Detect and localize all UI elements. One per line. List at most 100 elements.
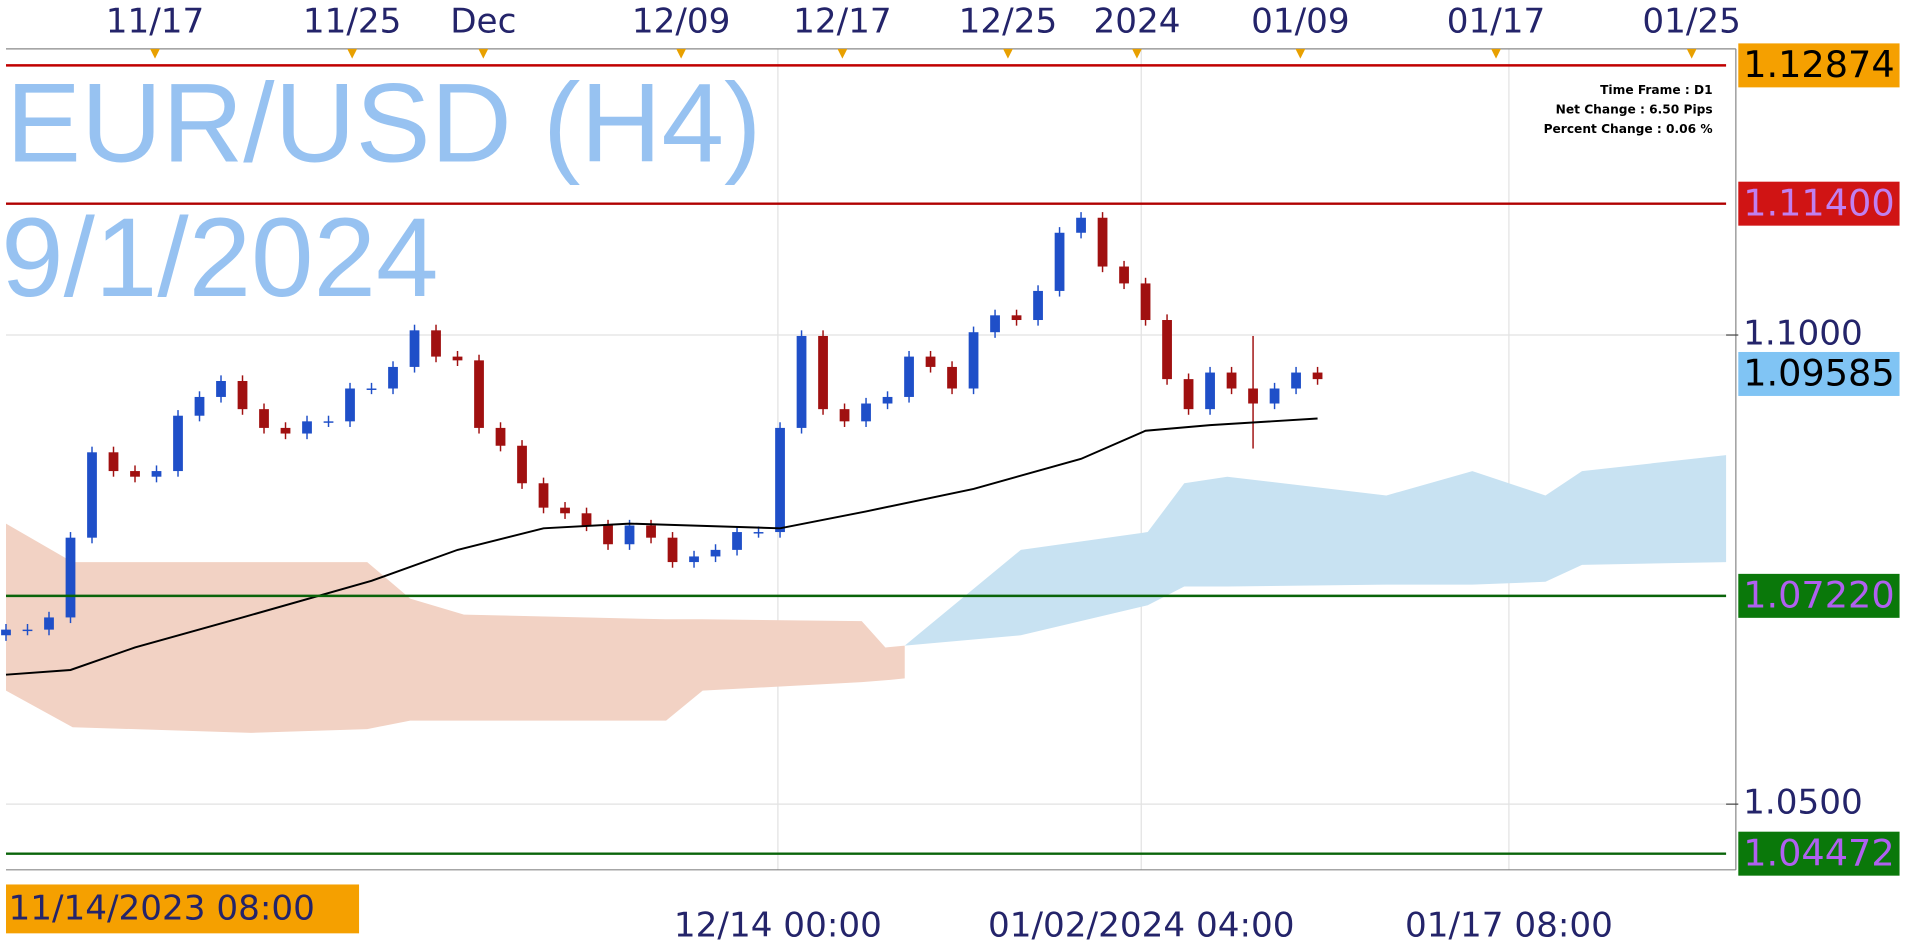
x-tick-label: 01/02/2024 04:00 <box>988 906 1294 946</box>
x-tick-label: 12/14 00:00 <box>674 906 882 946</box>
info-line: Percent Change : 0.06 % <box>1544 122 1713 136</box>
candle-body <box>87 452 97 538</box>
candle-body <box>259 409 269 428</box>
candle-body <box>323 421 334 423</box>
x-tick-label: 11/25 <box>303 2 402 42</box>
ichimoku-cloud <box>6 523 905 733</box>
level-box <box>1738 831 1900 876</box>
candle-body <box>538 483 549 508</box>
candle-body <box>474 360 484 428</box>
candle-body <box>882 396 893 404</box>
candle-body <box>775 427 785 533</box>
x-tick-label: 12/25 <box>959 2 1058 42</box>
candle-body <box>646 525 656 538</box>
level-label: 1.11400 <box>1743 181 1894 224</box>
y-tick-label: 1.1000 <box>1743 314 1863 354</box>
candle-body <box>280 427 291 434</box>
candle-body <box>1076 217 1086 233</box>
candle-body <box>603 525 613 545</box>
candle-body <box>1140 283 1151 321</box>
candle-body <box>968 332 979 389</box>
candle-body <box>173 415 183 472</box>
candle-body <box>990 315 1000 333</box>
level-box <box>1738 573 1900 618</box>
candle-body <box>581 513 592 526</box>
x-tick-label: Dec <box>450 2 516 42</box>
y-tick-label: 1.0500 <box>1743 783 1863 823</box>
candle-body <box>1183 379 1194 410</box>
cursor-label: 11/14/2023 08:00 <box>8 889 314 929</box>
candle-body <box>1054 232 1065 291</box>
candle-body <box>388 366 398 389</box>
level-box <box>1738 181 1900 226</box>
watermark-date: 9/1/2024 <box>1 194 438 320</box>
level-box <box>1738 351 1900 396</box>
level-label: 1.04472 <box>1743 831 1894 874</box>
level-label: 1.09585 <box>1743 352 1894 395</box>
x-tick-label: 2024 <box>1093 2 1180 42</box>
candle-body <box>560 507 570 514</box>
x-tick <box>1491 48 1501 59</box>
x-tick-label: 12/09 <box>632 2 731 42</box>
candle-body <box>44 617 54 630</box>
candle-body <box>1269 388 1280 404</box>
candle-body <box>1011 315 1022 321</box>
candle-body <box>624 525 635 545</box>
level-label: 1.12874 <box>1743 43 1894 86</box>
candle-body <box>1033 290 1043 321</box>
x-tick <box>347 48 358 59</box>
x-tick-label: 01/09 <box>1251 2 1350 42</box>
candle-body <box>1 629 11 636</box>
candle-body <box>216 380 226 397</box>
candle-body <box>1162 320 1172 380</box>
candle-body <box>1205 372 1215 410</box>
candle-body <box>495 427 506 446</box>
candle-body <box>947 366 957 389</box>
candle-body <box>431 330 441 357</box>
candle-body <box>517 445 527 484</box>
candle-body <box>130 471 140 477</box>
candle-body <box>302 421 312 434</box>
candle-body <box>753 532 764 534</box>
candle-body <box>345 388 355 422</box>
x-tick <box>1686 48 1697 59</box>
moving-average <box>5 417 1318 676</box>
candle-body <box>667 537 678 563</box>
watermark-title: EUR/USD (H4) <box>6 60 761 186</box>
candle-body <box>732 532 742 550</box>
candle-body <box>1119 266 1129 284</box>
candle-body <box>452 356 463 361</box>
x-tick <box>837 48 848 59</box>
x-tick <box>676 48 687 59</box>
x-tick <box>1132 48 1142 59</box>
x-tick <box>1295 48 1306 59</box>
info-line: Net Change : 6.50 Pips <box>1556 102 1713 116</box>
x-tick-label: 01/17 08:00 <box>1405 906 1613 946</box>
candle-body <box>194 396 205 416</box>
candle-body <box>925 356 936 367</box>
candle-body <box>65 537 76 618</box>
candle-body <box>904 356 914 397</box>
x-tick <box>478 48 489 59</box>
candle-body <box>839 409 850 422</box>
x-tick-label: 12/17 <box>793 2 892 42</box>
candle-body <box>366 388 377 390</box>
candle-body <box>1291 372 1301 389</box>
candle-body <box>237 380 248 410</box>
candle-body <box>689 556 699 563</box>
cursor-label-box <box>6 884 360 934</box>
candle-body <box>1097 217 1108 267</box>
candle-body <box>1312 372 1323 380</box>
x-tick-label: 01/25 <box>1642 2 1741 42</box>
candle-body <box>818 335 828 410</box>
level-box <box>1738 43 1900 88</box>
candle-body <box>1226 372 1237 389</box>
candle-body <box>409 330 420 367</box>
x-tick <box>1003 48 1013 59</box>
x-tick <box>150 48 160 59</box>
x-tick-label: 01/17 <box>1447 2 1546 42</box>
candle-body <box>861 403 871 422</box>
candle-body <box>22 629 33 632</box>
candle-body <box>108 452 119 472</box>
